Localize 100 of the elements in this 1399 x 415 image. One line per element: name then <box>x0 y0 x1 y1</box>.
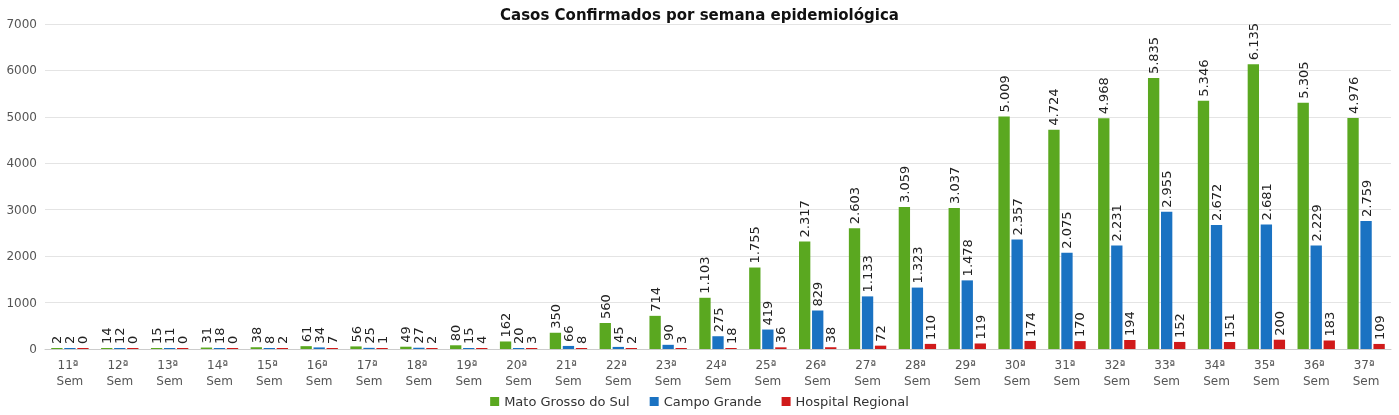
bar <box>1260 224 1273 349</box>
y-tick-label: 4000 <box>6 156 37 171</box>
bar <box>549 332 562 349</box>
data-label: 4.724 <box>1046 88 1062 126</box>
data-label: 2 <box>49 335 65 344</box>
legend-label: Hospital Regional <box>795 394 909 409</box>
data-label: 151 <box>1222 313 1238 338</box>
data-label: 419 <box>760 300 776 326</box>
data-label: 0 <box>175 335 191 344</box>
y-tick-label: 3000 <box>6 202 37 217</box>
x-tick-label: 26ª Sem <box>804 358 832 388</box>
data-label: 2.075 <box>1059 211 1075 249</box>
x-tick-label: 13ª Sem <box>156 358 183 388</box>
bar <box>998 116 1010 349</box>
bar <box>1323 340 1335 349</box>
bar <box>1347 117 1359 349</box>
data-label: 1.133 <box>860 255 876 293</box>
data-label: 14 <box>99 327 115 344</box>
bar <box>1174 341 1186 349</box>
bar <box>1147 78 1160 349</box>
bar <box>649 315 661 349</box>
data-label: 4.968 <box>1096 77 1112 115</box>
data-label: 829 <box>810 281 826 307</box>
data-label: 56 <box>348 325 364 343</box>
bar <box>1297 102 1309 349</box>
data-label: 45 <box>610 326 626 343</box>
data-label: 2.672 <box>1209 183 1225 221</box>
data-label: 15 <box>461 327 477 344</box>
bar <box>712 336 724 349</box>
data-label: 2.357 <box>1009 198 1025 236</box>
data-label: 2.229 <box>1308 204 1324 242</box>
data-label: 61 <box>298 325 314 343</box>
data-label: 18 <box>211 327 227 344</box>
y-tick-label: 1000 <box>6 295 37 310</box>
x-tick-label: 36ª Sem <box>1302 358 1330 388</box>
data-label: 560 <box>597 294 613 319</box>
data-label: 0 <box>125 335 141 344</box>
bar <box>400 346 412 349</box>
data-label: 8 <box>261 335 277 344</box>
bar <box>450 345 462 349</box>
data-label: 350 <box>547 303 563 329</box>
y-tick-label: 7000 <box>6 17 37 31</box>
data-label: 200 <box>1271 310 1287 336</box>
bar <box>350 346 362 349</box>
data-label: 152 <box>1172 313 1188 338</box>
x-tick-label: 25ª Sem <box>754 358 782 388</box>
bar <box>924 343 937 349</box>
data-label: 162 <box>498 312 514 338</box>
x-tick-label: 21ª Sem <box>555 358 582 388</box>
data-label: 2.681 <box>1258 183 1274 221</box>
data-label: 27 <box>411 327 427 344</box>
x-tick-label: 31ª Sem <box>1053 358 1081 388</box>
x-tick-label: 16ª Sem <box>305 358 333 388</box>
data-label: 2.759 <box>1358 179 1374 217</box>
data-label: 1 <box>374 335 390 344</box>
bar <box>300 346 312 349</box>
data-label: 18 <box>723 327 739 344</box>
data-label: 3.059 <box>896 165 912 203</box>
data-label: 2.955 <box>1159 170 1175 208</box>
bar <box>599 323 611 349</box>
y-tick-label: 0 <box>29 342 37 356</box>
data-label: 170 <box>1072 312 1088 338</box>
bar <box>562 345 575 349</box>
data-label: 3.037 <box>946 166 962 204</box>
x-tick-label: 12ª Sem <box>106 358 134 388</box>
y-tick-label: 5000 <box>6 109 37 124</box>
bar <box>1247 64 1260 349</box>
bar <box>1197 100 1210 349</box>
data-label: 5.009 <box>996 75 1012 113</box>
bar <box>612 346 624 349</box>
bar <box>861 296 874 349</box>
x-tick-label: 20ª Sem <box>505 358 532 388</box>
bar <box>898 206 911 349</box>
bar <box>1048 129 1060 349</box>
bar <box>848 228 861 349</box>
data-label: 49 <box>398 326 414 343</box>
data-label: 275 <box>710 307 726 333</box>
x-tick-label: 11ª Sem <box>56 358 84 388</box>
data-label: 4.976 <box>1345 76 1361 114</box>
data-label: 8 <box>573 335 589 344</box>
x-tick-label: 23ª Sem <box>654 358 682 388</box>
data-label: 25 <box>361 327 377 344</box>
data-label: 1.103 <box>697 256 713 294</box>
data-label: 6.135 <box>1245 22 1261 61</box>
x-tick-label: 30ª Sem <box>1003 358 1031 388</box>
data-label: 5.305 <box>1295 61 1311 99</box>
data-label: 0 <box>225 335 241 344</box>
x-tick-label: 34ª Sem <box>1203 358 1230 388</box>
data-label: 2.231 <box>1109 204 1125 242</box>
data-label: 2 <box>62 335 78 344</box>
data-label: 36 <box>773 326 789 344</box>
data-label: 109 <box>1371 315 1387 340</box>
bar <box>1360 220 1372 349</box>
bar <box>961 280 973 349</box>
bar <box>762 329 774 349</box>
data-label: 20 <box>511 327 527 344</box>
bar <box>1373 343 1385 349</box>
bar <box>699 297 711 349</box>
x-tick-label: 37ª Sem <box>1352 358 1380 388</box>
bar <box>812 310 824 349</box>
